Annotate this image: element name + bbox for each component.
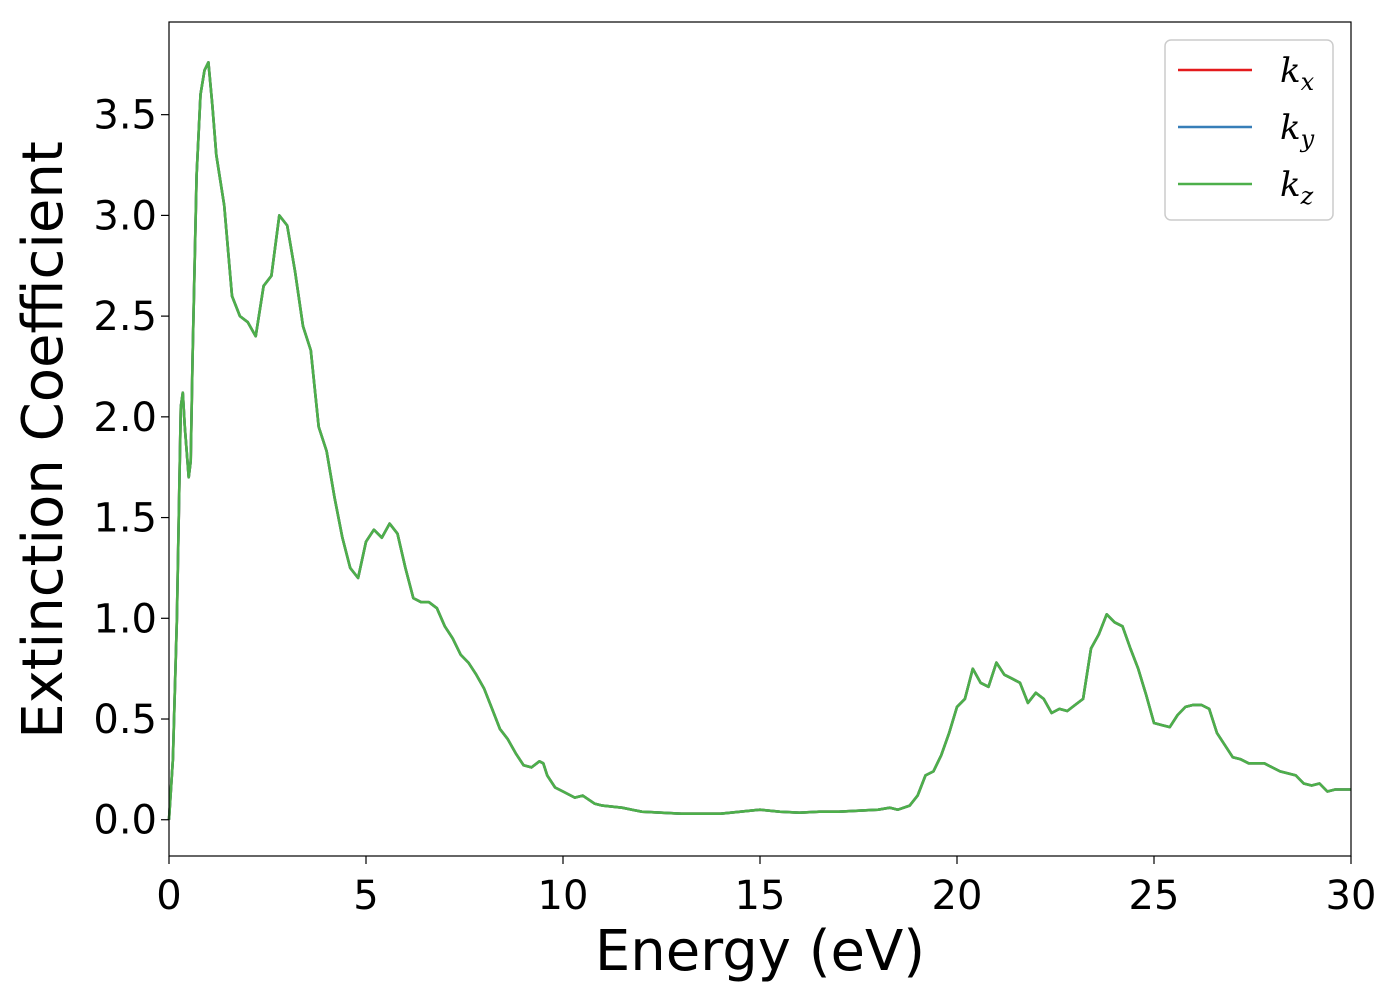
y-axis-title: Extinction Coefficient <box>11 141 76 739</box>
y-tick-label: 3.0 <box>93 193 157 239</box>
legend-subscript: y <box>1300 125 1315 153</box>
x-axis-title: Energy (eV) <box>595 919 925 984</box>
legend-subscript: x <box>1301 68 1315 96</box>
legend-subscript: z <box>1300 182 1314 210</box>
legend-label-ky: ky <box>1280 108 1315 153</box>
legend-box <box>1164 39 1334 221</box>
y-tick-label: 2.0 <box>93 395 157 441</box>
y-tick-label: 0.5 <box>93 697 157 743</box>
y-tick-label: 3.5 <box>93 93 157 139</box>
x-axis-ticks: 0 5 10 15 20 25 30 <box>156 856 1376 919</box>
x-tick-label: 10 <box>538 873 589 919</box>
x-tick-label: 0 <box>156 873 181 919</box>
y-axis-ticks: 0.0 0.5 1.0 1.5 2.0 2.5 3.0 3.5 <box>93 93 169 844</box>
x-tick-label: 5 <box>353 873 378 919</box>
x-tick-label: 20 <box>932 873 983 919</box>
plot-background <box>169 22 1351 856</box>
y-tick-label: 2.5 <box>93 294 157 340</box>
x-tick-label: 30 <box>1326 873 1377 919</box>
y-tick-label: 1.0 <box>93 596 157 642</box>
series-layer <box>167 60 1351 820</box>
y-tick-label: 1.5 <box>93 496 157 542</box>
y-tick-label: 0.0 <box>93 798 157 844</box>
x-tick-label: 15 <box>735 873 786 919</box>
x-tick-label: 25 <box>1129 873 1180 919</box>
series-line-kz <box>167 60 1351 820</box>
